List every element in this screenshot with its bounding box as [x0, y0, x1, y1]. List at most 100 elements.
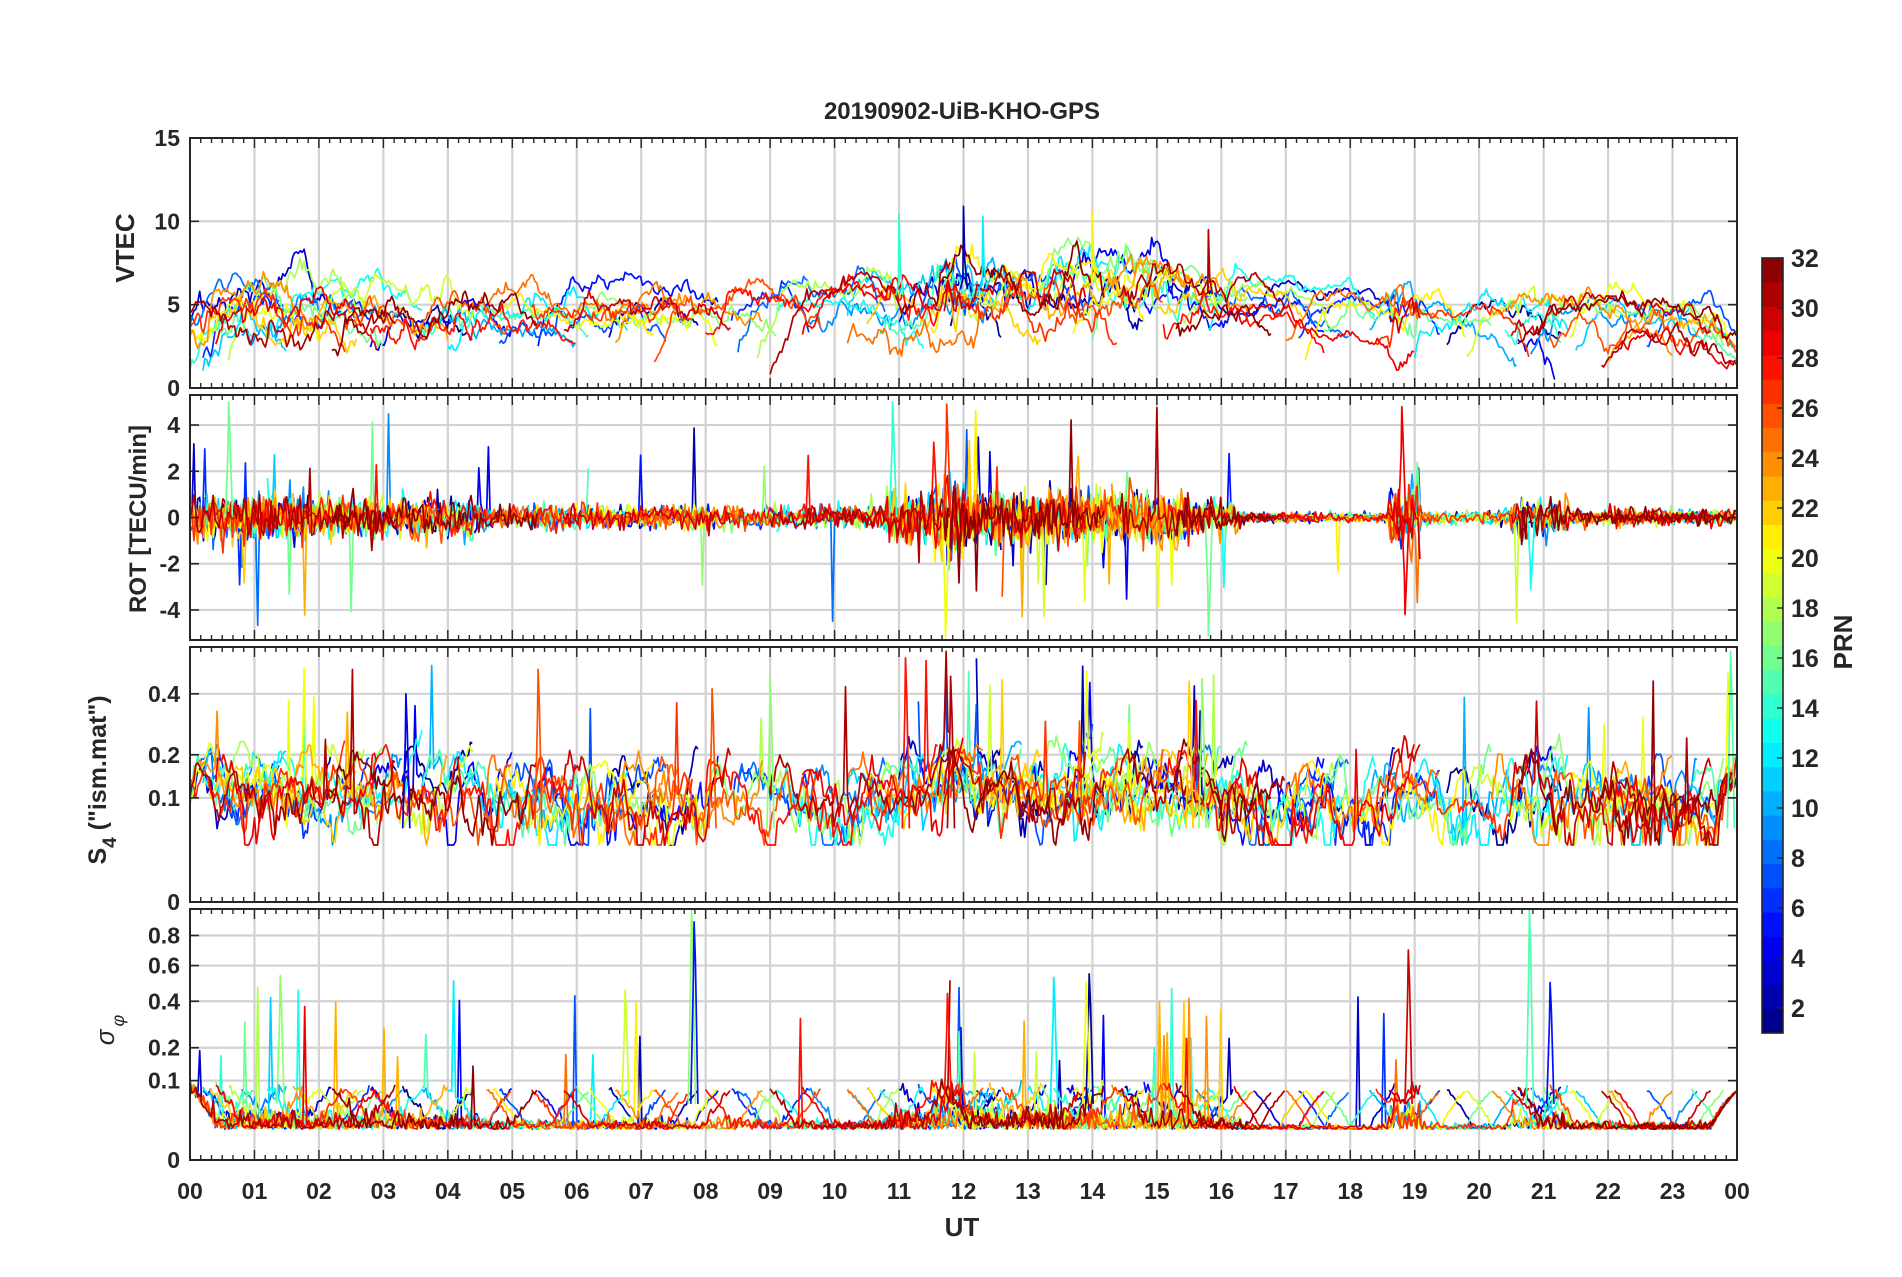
prn-32-trace — [331, 290, 538, 357]
prn-9-trace — [808, 282, 990, 333]
prn-12-trace — [1049, 976, 1059, 1104]
colorbar-tick-label: 2 — [1791, 995, 1805, 1023]
vtec-panel: 0 5 10 15 VTEC — [110, 125, 1738, 401]
prn-29-trace — [1233, 303, 1415, 372]
prn-23-trace — [988, 455, 1209, 618]
s4-ylabel-sub: 4 — [100, 837, 121, 848]
prn-15-trace — [1726, 650, 1736, 829]
x-tick-label: 04 — [435, 1178, 461, 1204]
prn-30-trace — [943, 748, 1087, 826]
x-tick-label: 22 — [1595, 1178, 1621, 1204]
colorbar-swatch — [1762, 887, 1783, 913]
s4-ylabel-rest: ("ism.mat") — [84, 695, 112, 837]
colorbar-tick-label: 8 — [1791, 845, 1805, 873]
colorbar-swatch — [1762, 839, 1783, 865]
prn-29-trace — [801, 274, 964, 335]
prn-24-trace — [1110, 997, 1254, 1130]
x-tick-label: 06 — [564, 1178, 590, 1204]
prn-22-trace — [208, 293, 358, 354]
colorbar-swatch — [1762, 403, 1783, 429]
y-tick-label: 0 — [167, 375, 180, 401]
y-tick-label: 2 — [167, 458, 180, 484]
colorbar-tick-label: 26 — [1791, 395, 1819, 423]
prn-20-trace — [1081, 981, 1091, 1104]
y-tick-label: 4 — [167, 412, 180, 438]
x-tick-label: 17 — [1273, 1178, 1299, 1204]
prn-27-trace — [530, 1089, 693, 1131]
x-tick-label: 10 — [822, 1178, 848, 1204]
prn-27-trace — [1375, 1087, 1530, 1131]
prn-29-trace — [801, 737, 964, 837]
prn-24-trace — [189, 710, 305, 815]
prn-20-trace — [941, 517, 951, 639]
prn-21-trace — [930, 745, 1145, 816]
prn-10-trace — [1369, 280, 1518, 367]
colorbar-swatch — [1762, 984, 1783, 1010]
rot-panel: -4 -2 0 2 4 ROT [TECU/min] — [125, 394, 1738, 641]
prn-29-trace — [1614, 327, 1738, 370]
colorbar-swatch — [1762, 427, 1783, 453]
prn-21-trace — [492, 760, 655, 846]
colorbar-tick-label: 24 — [1791, 445, 1819, 473]
panel-frame — [189, 137, 1738, 389]
prn-29-trace — [214, 752, 378, 846]
prn-32-trace — [1175, 1083, 1272, 1130]
prn-15-trace — [421, 748, 590, 846]
prn-4-trace — [1517, 338, 1556, 380]
y-tick-label: 0.4 — [148, 988, 180, 1014]
prn-26-trace — [1001, 476, 1164, 597]
colorbar-tick-label: 14 — [1791, 695, 1819, 723]
s4-ylabel-main: S — [84, 848, 112, 865]
prn-29-trace — [1613, 757, 1738, 846]
colorbar-swatch — [1762, 742, 1783, 768]
prn-31-trace — [1601, 321, 1736, 368]
colorbar-swatch — [1762, 936, 1783, 961]
prn-29-trace — [1397, 405, 1407, 518]
colorbar-swatch — [1762, 645, 1783, 671]
prn-27-trace — [1375, 754, 1530, 841]
prn-22-trace — [1156, 267, 1305, 321]
prn-12-trace — [1413, 288, 1569, 359]
colorbar-label: PRN — [1828, 615, 1858, 670]
prn-24-trace — [1491, 286, 1673, 357]
x-tick-label: 00 — [1724, 1178, 1750, 1204]
prn-25-trace — [846, 311, 984, 357]
prn-30-trace — [1388, 735, 1421, 782]
prn-30-trace — [563, 1089, 731, 1130]
prn-8-trace — [189, 272, 280, 327]
prn-28-trace — [943, 992, 953, 1104]
y-tick-label: 0.2 — [148, 1035, 180, 1061]
prn-4-trace — [1065, 236, 1184, 294]
colorbar-swatch — [1762, 282, 1783, 308]
colorbar-tick-label: 32 — [1791, 245, 1819, 273]
prn-30-trace — [563, 747, 732, 846]
prn-1-trace — [1446, 1086, 1562, 1130]
sigma-ylabel-sub: φ — [108, 1015, 128, 1027]
colorbar-tick-label: 16 — [1791, 645, 1819, 673]
colorbar-swatch — [1762, 693, 1783, 719]
prn-31-trace — [1117, 748, 1286, 846]
prn-12-trace — [447, 285, 629, 352]
prn-13-trace — [1208, 262, 1376, 331]
prn-14-trace — [1504, 311, 1562, 346]
prn-32-trace — [1517, 495, 1737, 546]
x-tick-label: 01 — [242, 1178, 268, 1204]
y-tick-label: 0.1 — [148, 785, 180, 811]
x-tick-label: 15 — [1144, 1178, 1170, 1204]
prn-31-trace — [189, 668, 396, 846]
y-tick-label: 10 — [154, 208, 180, 234]
y-tick-label: 0.4 — [148, 681, 180, 707]
prn-26-trace — [708, 687, 717, 829]
prn-21-trace — [1304, 492, 1467, 573]
prn-18-trace — [1181, 281, 1336, 329]
colorbar-tick-label: 4 — [1791, 945, 1805, 973]
prn-32-trace — [1516, 680, 1738, 846]
prn-27-trace — [949, 279, 1118, 346]
prn-32-trace — [936, 746, 1105, 846]
y-tick-label: 0.8 — [148, 922, 180, 948]
x-tick-label: 05 — [499, 1178, 525, 1204]
colorbar-swatch — [1762, 911, 1783, 937]
colorbar-tick-label: 12 — [1791, 745, 1819, 773]
x-tick-label: 11 — [887, 1178, 912, 1204]
prn-3-trace — [1253, 996, 1396, 1131]
